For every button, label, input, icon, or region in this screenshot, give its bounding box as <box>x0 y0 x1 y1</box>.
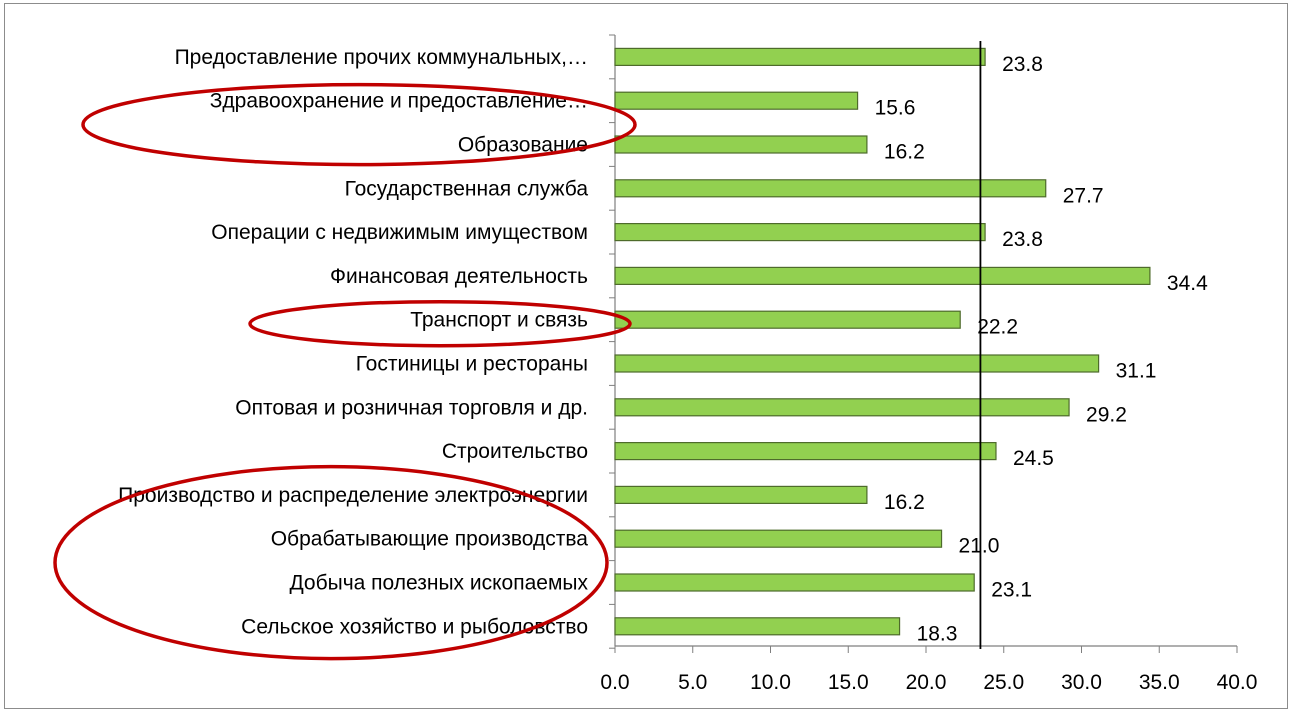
category-label: Добыча полезных ископаемых <box>289 572 588 595</box>
x-tick-label: 40.0 <box>1217 671 1258 694</box>
bar <box>614 135 868 154</box>
category-label: Оптовая и розничная торговля и др. <box>235 396 588 419</box>
bar <box>614 91 859 110</box>
category-label: Обрабатывающие производства <box>271 528 589 551</box>
bar <box>614 310 961 329</box>
highlight-ellipse-health-education <box>81 82 637 167</box>
data-label: 23.8 <box>1002 228 1043 251</box>
x-tick-label: 5.0 <box>678 671 707 694</box>
data-label: 29.2 <box>1086 403 1127 426</box>
highlight-ellipses <box>53 82 637 661</box>
category-label: Государственная служба <box>345 177 589 200</box>
data-label: 27.7 <box>1063 184 1104 207</box>
highlight-ellipse-transport <box>248 299 632 348</box>
data-label: 23.1 <box>991 579 1032 602</box>
category-label: Финансовая деятельность <box>330 265 588 288</box>
bar <box>614 573 975 592</box>
x-tick-label: 0.0 <box>600 671 629 694</box>
bar <box>614 223 986 242</box>
bar <box>614 266 1151 285</box>
bar <box>614 617 901 636</box>
bar <box>614 179 1047 198</box>
bars <box>614 47 1151 636</box>
category-label: Сельское хозяйство и рыболовство <box>241 615 588 638</box>
bar <box>614 398 1070 417</box>
highlight-ellipse-industry <box>53 464 609 661</box>
category-label: Операции с недвижимым имуществом <box>211 221 588 244</box>
category-label: Транспорт и связь <box>410 309 588 332</box>
data-label: 34.4 <box>1167 272 1208 295</box>
data-label: 21.0 <box>959 535 1000 558</box>
x-tick-label: 25.0 <box>983 671 1024 694</box>
category-label: Образование <box>458 134 588 157</box>
bar <box>614 47 986 67</box>
bar <box>614 442 997 461</box>
data-label: 16.2 <box>884 491 925 514</box>
x-tick-label: 20.0 <box>906 671 947 694</box>
data-label: 23.8 <box>1002 53 1043 76</box>
data-label: 16.2 <box>884 141 925 164</box>
data-label: 24.5 <box>1013 447 1054 470</box>
category-label: Строительство <box>442 440 588 463</box>
x-tick-label: 10.0 <box>750 671 791 694</box>
category-label: Гостиницы и рестораны <box>356 353 588 376</box>
labels: 0.0 5.0 10.0 15.0 20.0 25.0 30.0 35.0 40.0 Предос… <box>118 46 1257 694</box>
data-label: 22.2 <box>977 316 1018 339</box>
bar <box>614 354 1100 373</box>
data-label: 15.6 <box>875 97 916 120</box>
x-tick-label: 35.0 <box>1139 671 1180 694</box>
category-label: Здравоохранение и предоставление… <box>210 90 588 113</box>
data-label: 31.1 <box>1116 360 1157 383</box>
axes <box>609 34 1238 653</box>
x-tick-label: 15.0 <box>828 671 869 694</box>
bar <box>614 529 943 548</box>
x-tick-label: 30.0 <box>1061 671 1102 694</box>
data-label: 18.3 <box>917 622 958 645</box>
category-label: Производство и распределение электроэнер… <box>118 484 588 507</box>
bar <box>614 485 868 504</box>
category-label: Предоставление прочих коммунальных,… <box>175 46 588 69</box>
